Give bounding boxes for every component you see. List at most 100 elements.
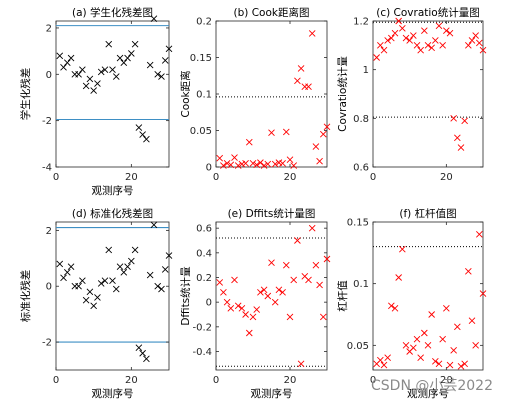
axes-box xyxy=(215,20,328,168)
data-point xyxy=(457,362,465,370)
data-point xyxy=(158,73,165,80)
data-point xyxy=(245,138,253,146)
x-tick-label: 20 xyxy=(440,172,453,183)
y-axis-label: 标准化残差 xyxy=(19,270,32,323)
data-point xyxy=(271,160,279,168)
data-point xyxy=(323,255,331,263)
x-tick-label: 0 xyxy=(213,172,219,183)
data-point xyxy=(150,15,158,23)
data-point xyxy=(101,277,109,284)
data-point xyxy=(234,302,242,310)
data-point xyxy=(75,70,82,78)
data-point xyxy=(135,124,143,131)
data-point xyxy=(234,162,242,169)
data-point xyxy=(67,54,75,62)
data-point xyxy=(316,281,323,289)
data-point xyxy=(260,286,268,294)
data-point xyxy=(410,344,417,352)
subplot-title: (c) Covratio统计量图 xyxy=(376,6,479,19)
data-point xyxy=(380,361,388,369)
y-tick-label: 0.6 xyxy=(196,224,212,235)
data-point xyxy=(116,263,124,270)
data-point xyxy=(286,156,294,164)
data-point xyxy=(124,54,131,62)
x-tick-label: 0 xyxy=(53,172,59,183)
data-point xyxy=(128,50,135,57)
data-point xyxy=(439,335,446,343)
data-point xyxy=(308,224,316,232)
data-point xyxy=(94,294,101,301)
data-point xyxy=(165,252,173,259)
data-point xyxy=(227,161,235,169)
data-point xyxy=(424,42,432,49)
data-point xyxy=(450,346,457,354)
data-point xyxy=(443,27,450,35)
watermark: CSDN @小芸2022 xyxy=(371,378,493,394)
subplot-title: (b) Cook距离图 xyxy=(234,6,310,19)
data-point xyxy=(143,135,150,143)
y-tick-label: 0.4 xyxy=(196,248,212,259)
y-tick-label: 0.15 xyxy=(347,218,369,229)
data-point xyxy=(450,115,457,122)
data-point xyxy=(63,59,71,67)
data-point xyxy=(257,288,264,296)
data-point xyxy=(305,276,312,284)
data-point xyxy=(216,279,224,286)
data-point xyxy=(290,276,298,284)
data-point xyxy=(476,39,483,47)
data-point xyxy=(105,40,113,48)
data-point xyxy=(388,302,395,310)
data-point xyxy=(312,261,320,269)
data-point xyxy=(139,349,146,357)
data-point xyxy=(406,37,413,44)
data-point xyxy=(399,245,406,253)
data-point xyxy=(242,311,249,318)
data-point xyxy=(60,64,67,71)
subplot-title: (f) 杠杆值图 xyxy=(399,207,456,220)
data-point xyxy=(290,162,298,169)
axes-box xyxy=(55,20,170,168)
data-point xyxy=(476,231,483,238)
axes-box xyxy=(372,221,484,371)
data-point xyxy=(279,288,286,296)
data-point xyxy=(402,34,410,42)
y-tick-label: 0 xyxy=(46,70,52,81)
data-point xyxy=(227,305,235,312)
x-tick-label: 0 xyxy=(370,375,376,386)
y-tick-label: 0 xyxy=(46,282,52,293)
y-tick-label: 0.1 xyxy=(196,90,212,101)
data-point xyxy=(231,276,238,284)
data-point xyxy=(286,313,294,321)
data-point xyxy=(282,128,290,136)
data-point xyxy=(443,305,450,312)
data-point xyxy=(79,66,86,73)
data-point xyxy=(135,344,143,351)
data-point xyxy=(90,302,97,310)
data-point xyxy=(245,329,253,337)
data-point xyxy=(94,80,101,87)
subplot-2: 0 0.05 0.1 0.15 0.2 0 20 (b) Cook距离图 Cook距离 xyxy=(179,6,331,183)
axes-box xyxy=(215,221,328,371)
y-tick-label: 0.15 xyxy=(190,53,212,64)
y-tick-label: 0.6 xyxy=(353,163,369,174)
data-point xyxy=(439,42,446,49)
data-point xyxy=(146,271,154,279)
data-point xyxy=(120,59,128,67)
data-point xyxy=(410,32,417,39)
data-point xyxy=(220,288,227,296)
subplot-title: (d) 标准化残差图 xyxy=(72,207,153,220)
data-point xyxy=(279,160,286,167)
data-point xyxy=(82,82,90,90)
data-point xyxy=(319,130,327,138)
y-tick-label: 1 xyxy=(363,65,369,76)
data-point xyxy=(424,342,432,349)
data-point xyxy=(264,292,272,300)
data-point xyxy=(417,354,424,361)
data-point xyxy=(319,313,327,321)
data-point xyxy=(275,286,283,294)
data-point xyxy=(231,154,238,161)
data-point xyxy=(294,237,301,244)
